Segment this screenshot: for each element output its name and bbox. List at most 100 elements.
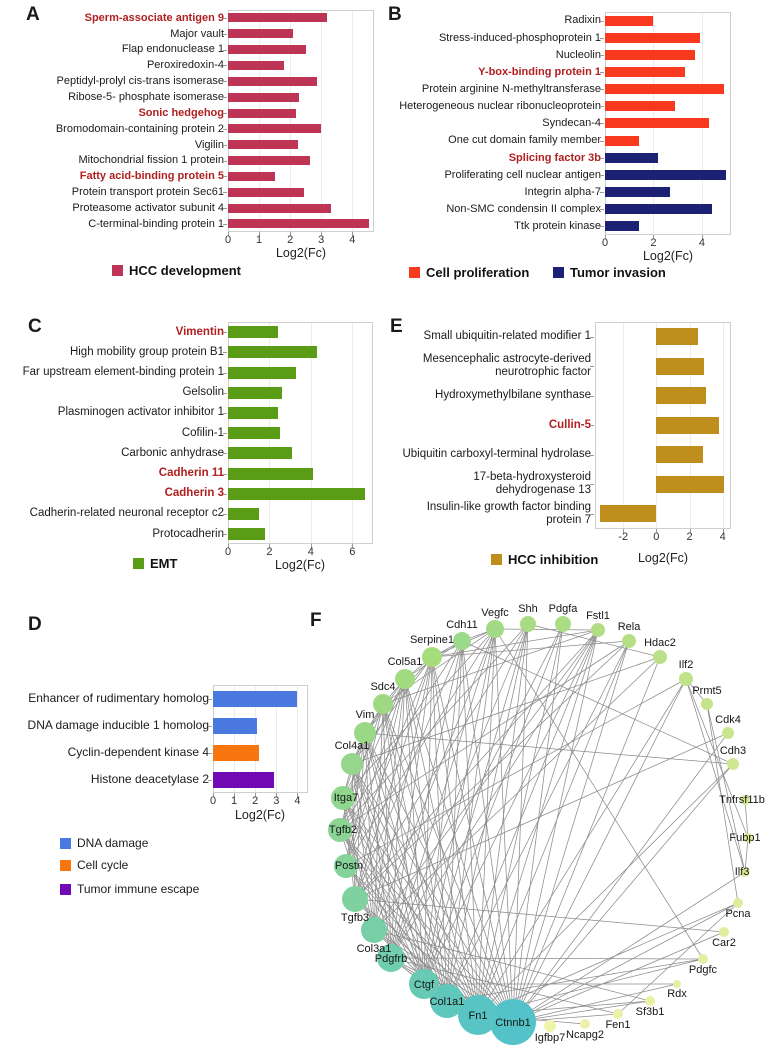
network-edge [461,640,479,1016]
network-edge [354,640,463,900]
bar-integrin-alpha-7 [605,187,671,198]
gene-node-sf3b1 [645,996,655,1006]
gene-label: Cadherin 11 [158,467,224,480]
bar-heterogeneous-nuclear-ribonucleoprotein [605,101,676,112]
gene-node-col5a1 [395,669,415,689]
gene-node-label-col5a1: Col5a1 [388,656,423,668]
network-edge [431,656,448,1002]
bar-cadherin-11 [228,467,313,480]
y-tick-E [590,395,594,397]
gene-node-label-tnfrsf11b: Tnfrsf11b [719,794,765,806]
network-edge [345,678,687,867]
y-tick-C [223,453,227,455]
gene-node-rdx [673,980,681,988]
gene-label: Protocadherin [152,527,224,540]
bar-bromodomain-containing-protein-2 [228,124,322,134]
legend-swatch [60,837,71,849]
network-edge [354,898,725,933]
bar-histone-deacetylase-2 [213,771,275,788]
gene-node-car2 [719,927,729,937]
y-tick-D [208,698,212,700]
y-tick-B [600,54,604,56]
legend-label: HCC inhibition [508,552,599,567]
gene-node-fstl1 [591,623,605,637]
gene-node-tgfb2 [328,818,352,842]
gene-label: Bromodomain-containing protein 2 [55,122,224,135]
network-edge [354,732,729,900]
gridline-C [310,323,312,543]
y-tick-A [223,49,227,51]
x-tick-E [689,529,691,533]
bar-ubiquitin-carboxyl-terminal-hydrolase [656,446,703,464]
y-tick-A [223,81,227,83]
gene-node-tnfrsf11b [740,795,750,805]
gene-node-ilf2 [679,672,693,686]
gene-node-col1a1 [430,984,464,1018]
x-tick-label-D: 2 [252,795,259,807]
y-tick-E [590,425,594,427]
x-tick-D [213,793,214,797]
x-tick-B [605,235,606,239]
gene-node-label-rdx: Rdx [667,988,687,1000]
bar-cadherin-3 [228,487,365,500]
gene-label: One cut domain family member [448,134,601,147]
legend-swatch [60,859,71,871]
legend-item-tumor-invasion: Tumor invasion [553,265,666,280]
bar-one-cut-domain-family-member [605,135,639,146]
x-tick-label-C: 6 [349,546,356,558]
y-tick-A [223,17,227,19]
y-tick-D [208,725,212,727]
y-tick-C [223,412,227,414]
bar-vimentin [228,326,278,339]
gene-node-label-ncapg2: Ncapg2 [566,1029,604,1041]
gene-node-label-rela: Rela [618,621,642,633]
network-edge [512,629,599,1023]
x-tick-A [352,232,354,236]
bar-peroxiredoxin-4 [228,60,284,70]
gene-node-tgfb3 [342,886,368,912]
network-edge [512,931,725,1023]
gene-node-label-ctnnb1: Ctnnb1 [495,1017,530,1029]
gene-node-serpine1 [422,647,442,667]
bar-peptidyl-prolyl-cis-trans-isomerase [228,76,317,86]
bar-flap-endonuclease-1 [228,45,306,55]
panel-c-letter: C [28,316,42,337]
gene-label: Radixin [564,14,601,27]
network-edge [512,871,746,1023]
gene-node-pdgfrb [377,944,405,972]
x-tick-label-C: 2 [266,546,273,558]
x-tick-label-A: 2 [287,234,294,246]
bar-splicing-factor-3b [605,152,659,163]
y-tick-B [600,123,604,125]
gene-node-label-ctgf: Ctgf [414,979,435,991]
gene-node-label-tgfb2: Tgfb2 [329,824,357,836]
network-edge [494,628,704,960]
bar-insulin-like-growth-factor-binding-protein-7 [599,505,657,523]
gene-label: Small ubiquitin-related modifier 1 [423,330,591,343]
x-tick-label-B: 2 [650,237,657,249]
gene-label: Ribose-5- phosphate isomerase [68,91,224,104]
bar-stress-induced-phosphoprotein-1 [605,32,700,43]
network-edge [373,629,599,931]
y-tick-B [600,157,604,159]
y-tick-A [223,65,227,67]
gridline-D [276,686,278,792]
gene-node-label-col3a1: Col3a1 [357,943,392,955]
network-edge [364,732,734,765]
gridline-C [352,323,354,543]
y-tick-C [223,513,227,515]
gene-node-postn [334,854,358,878]
bar-radixin [605,15,654,26]
bar-dna-damage-inducible-1-homolog [213,717,258,734]
x-tick-label-E: 2 [686,531,693,543]
x-tick-D [276,793,278,797]
gene-label: Histone deacetylase 2 [90,771,209,786]
bar-syndecan-4 [605,118,710,129]
y-tick-B [600,209,604,211]
gene-label: Flap endonuclease 1 [121,43,224,56]
gene-label: Fatty acid-binding protein 5 [79,170,224,183]
gene-node-pdgfc [698,954,708,964]
y-tick-E [590,366,594,368]
x-tick-label-A: 0 [224,234,232,246]
